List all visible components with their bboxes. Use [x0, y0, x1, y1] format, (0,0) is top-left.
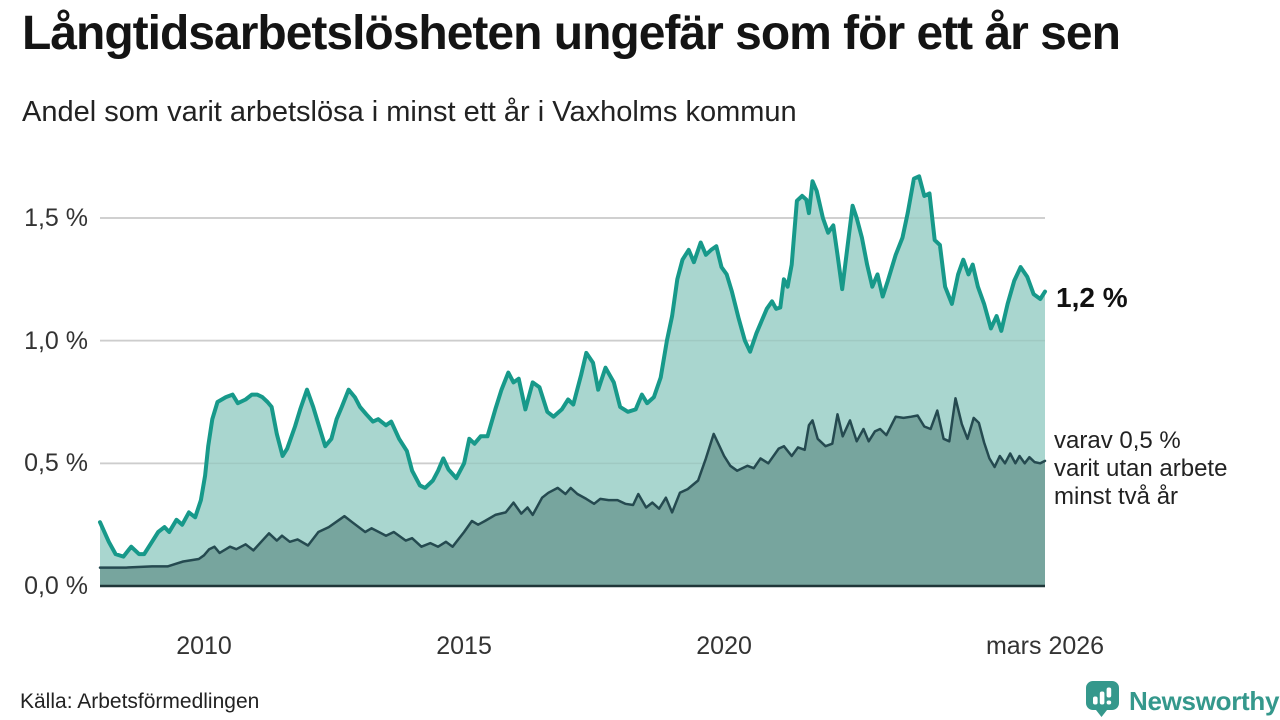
source-note: Källa: Arbetsförmedlingen	[20, 690, 260, 713]
annotation-series1-value: 1,2 %	[1056, 282, 1128, 313]
annotation-series2-line3: minst två år	[1054, 483, 1179, 510]
x-tick-label-1: 2015	[436, 632, 492, 660]
annotation-series2-note: varav 0,5 % varit utan arbete minst två …	[1054, 427, 1227, 511]
logo-bar-chart-glyph	[1093, 687, 1112, 705]
series2-area	[100, 398, 1045, 586]
brand-name: Newsworthy	[1129, 686, 1280, 716]
newsworthy-logo-icon	[1086, 681, 1119, 717]
page-subtitle: Andel som varit arbetslösa i minst ett å…	[22, 96, 797, 128]
series1-line	[98, 174, 1047, 559]
page-title: Långtidsarbetslösheten ungefär som för e…	[22, 7, 1121, 60]
annotation-series2-line2: varit utan arbete	[1054, 455, 1228, 482]
x-tick-label-3: mars 2026	[985, 632, 1105, 660]
y-tick-label-1: 0,5 %	[24, 449, 88, 478]
x-tick-label-2: 2020	[696, 632, 752, 660]
y-tick-label-2: 1,0 %	[24, 326, 88, 355]
y-tick-label-3: 1,5 %	[24, 204, 88, 232]
annotation-series2-line1: varav 0,5 %	[1054, 427, 1181, 454]
brand-logo: Newsworthy	[1085, 680, 1279, 718]
series2-line	[98, 397, 1047, 569]
x-tick-label-0: 2010	[176, 632, 232, 660]
y-tick-label-0: 0,0 %	[24, 572, 88, 600]
